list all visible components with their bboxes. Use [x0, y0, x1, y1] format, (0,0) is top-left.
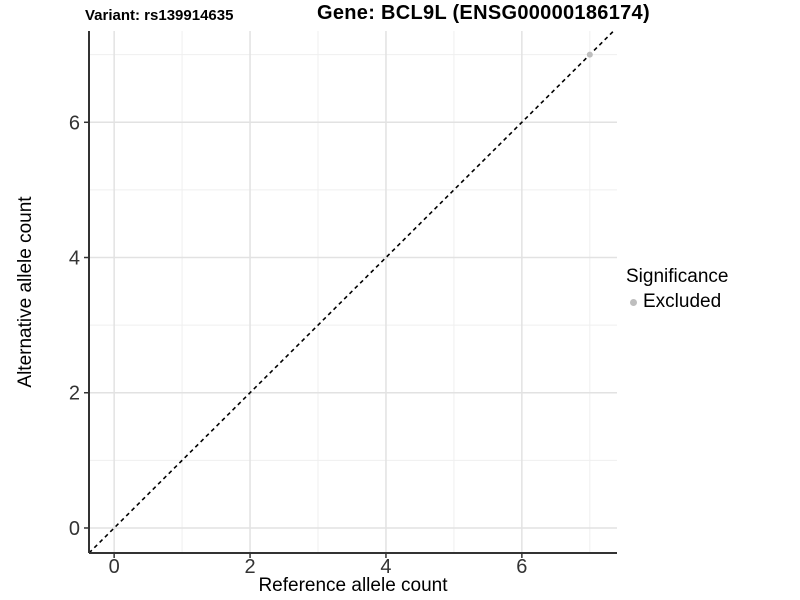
legend-item-label: Excluded — [643, 291, 722, 312]
data-point-excluded — [586, 51, 593, 58]
legend-title: Significance — [626, 266, 729, 287]
legend: Significance Excluded — [626, 266, 728, 313]
variant-title: Variant: rs139914635 — [85, 7, 234, 24]
x-tick-label: 0 — [109, 556, 120, 578]
x-axis-title: Reference allele count — [258, 575, 448, 596]
legend-item-excluded: Excluded — [626, 291, 728, 313]
y-tick-label: 2 — [69, 383, 80, 405]
x-tick-label: 2 — [244, 556, 255, 578]
y-tick-label: 6 — [69, 112, 80, 134]
gene-title: Gene: BCL9L (ENSG00000186174) — [317, 2, 650, 24]
identity-dashed-line — [88, 30, 615, 554]
x-tick-label: 4 — [380, 556, 391, 578]
y-tick-label: 4 — [69, 248, 80, 270]
legend-point-swatch — [630, 298, 637, 306]
plot-panel — [89, 31, 617, 553]
x-tick-label: 6 — [516, 556, 527, 578]
y-axis-title: Alternative allele count — [15, 196, 36, 388]
y-tick-label: 0 — [69, 518, 80, 540]
